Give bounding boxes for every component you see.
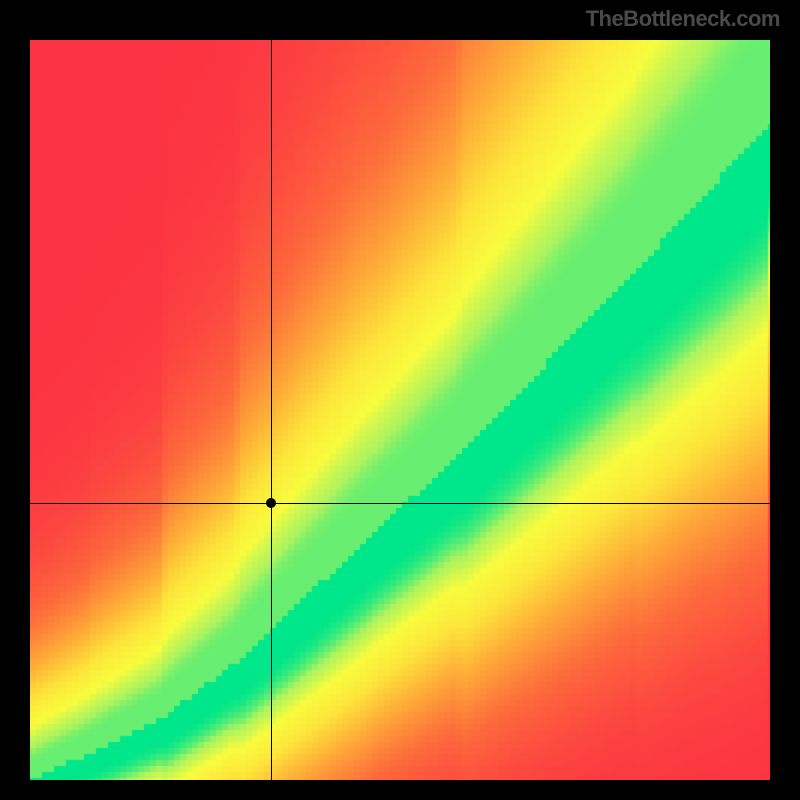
watermark-text: TheBottleneck.com (586, 6, 780, 32)
crosshair-vertical (271, 40, 272, 780)
crosshair-horizontal (30, 503, 770, 504)
bottleneck-heatmap (30, 40, 770, 780)
heatmap-canvas (30, 40, 770, 780)
marker-dot (266, 498, 276, 508)
